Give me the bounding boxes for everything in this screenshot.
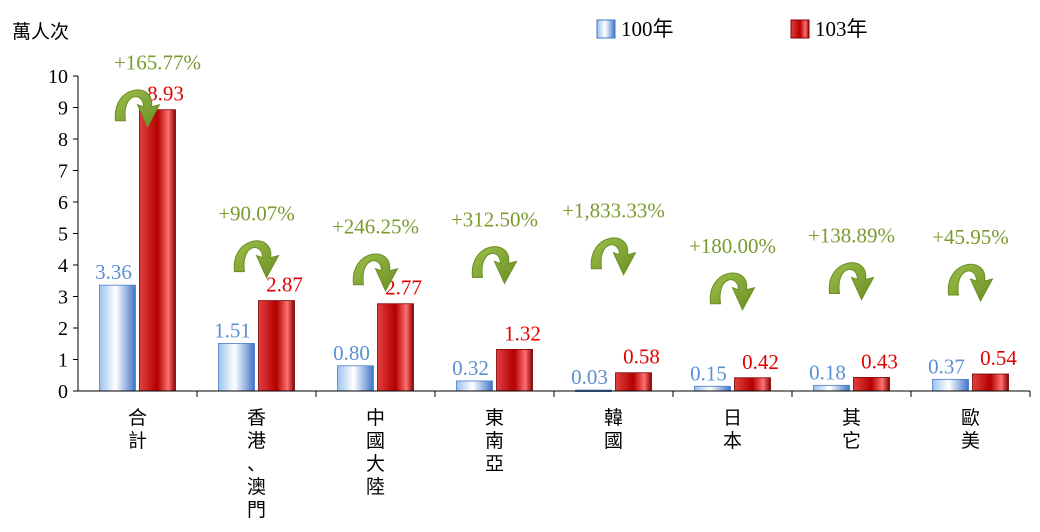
y-tick-label: 8 (58, 129, 68, 151)
data-label-100: 3.36 (95, 260, 132, 284)
data-label-100: 0.80 (333, 341, 370, 365)
y-tick-label: 10 (48, 66, 68, 88)
y-tick-label: 5 (58, 224, 68, 246)
bar-100 (99, 284, 136, 392)
bar-103 (615, 372, 652, 392)
y-axis: 0 1 2 3 4 5 6 7 8 9 10 (48, 66, 79, 403)
y-tick-label: 4 (58, 255, 68, 277)
y-unit-label: 萬人次 (12, 21, 69, 43)
x-category-label: 合計 (128, 407, 147, 452)
data-label-103: 1.32 (504, 321, 541, 345)
bar-103 (496, 349, 533, 392)
y-tick-label: 6 (58, 192, 68, 214)
bar-103 (853, 377, 890, 392)
legend-label-100: 100年 (621, 17, 674, 41)
data-label-100: 0.15 (690, 361, 727, 385)
data-label-103: 8.93 (147, 82, 184, 106)
growth-label: +312.50% (451, 207, 538, 231)
legend-swatch-103 (790, 19, 810, 39)
y-tick-label: 9 (58, 98, 68, 120)
bar-100 (694, 385, 731, 392)
growth-label: +45.95% (932, 225, 1009, 249)
x-category-label: 中國大陸 (366, 407, 385, 498)
y-tick-label: 2 (58, 318, 68, 340)
legend: 100年 103年 (596, 17, 868, 41)
data-label-100: 0.18 (809, 360, 846, 384)
growth-label: +1,833.33% (562, 199, 665, 223)
data-label-100: 0.03 (571, 365, 608, 389)
bar-100 (932, 378, 969, 392)
data-label-103: 0.43 (861, 349, 898, 373)
legend-label-103: 103年 (815, 17, 868, 41)
data-label-100: 0.32 (452, 356, 489, 380)
growth-arrow-icon (114, 89, 161, 128)
y-tick-label: 7 (58, 161, 68, 183)
bar-103 (972, 373, 1009, 392)
bar-100 (218, 343, 255, 392)
growth-arrow-icon (233, 240, 280, 279)
bars: 3.368.93+165.77%1.512.87+90.07%0.802.77+… (95, 51, 1017, 392)
x-category-label: 東南亞 (485, 407, 504, 475)
y-tick-label: 1 (58, 350, 68, 372)
growth-arrow-icon (471, 246, 518, 285)
bar-100 (456, 380, 493, 392)
bar-103 (258, 300, 295, 392)
data-label-100: 0.37 (928, 354, 965, 378)
data-label-103: 0.54 (980, 346, 1017, 370)
growth-arrow-icon (828, 262, 875, 301)
growth-label: +246.25% (332, 215, 419, 239)
bar-103 (377, 303, 414, 392)
growth-arrow-icon (947, 263, 994, 303)
x-category-label: 其它 (842, 407, 861, 452)
growth-label: +90.07% (218, 202, 295, 226)
growth-arrow-icon (352, 253, 399, 292)
growth-arrow-icon (709, 272, 756, 311)
bar-100 (337, 365, 374, 392)
data-label-103: 0.58 (623, 345, 660, 369)
growth-label: +180.00% (689, 234, 776, 258)
y-tick-label: 0 (58, 381, 68, 403)
bar-100 (813, 384, 850, 392)
y-tick-label: 3 (58, 287, 68, 309)
x-category-label: 日本 (723, 407, 742, 452)
x-category-label: 韓國 (604, 407, 623, 452)
data-label-103: 0.42 (742, 350, 779, 374)
bar-103 (734, 377, 771, 392)
legend-swatch-100 (596, 19, 616, 39)
growth-arrow-icon (590, 237, 637, 276)
growth-label: +165.77% (114, 51, 201, 75)
data-label-100: 1.51 (214, 318, 251, 342)
growth-label: +138.89% (808, 223, 895, 247)
x-category-label: 歐美 (961, 407, 980, 452)
x-axis: 合計 香港、澳門 中國大陸 東南亞 韓國 日本 其它 歐美 (78, 390, 1031, 521)
x-category-label: 香港、澳門 (247, 407, 266, 521)
bar-103 (139, 109, 176, 392)
data-label-103: 2.87 (266, 273, 303, 297)
